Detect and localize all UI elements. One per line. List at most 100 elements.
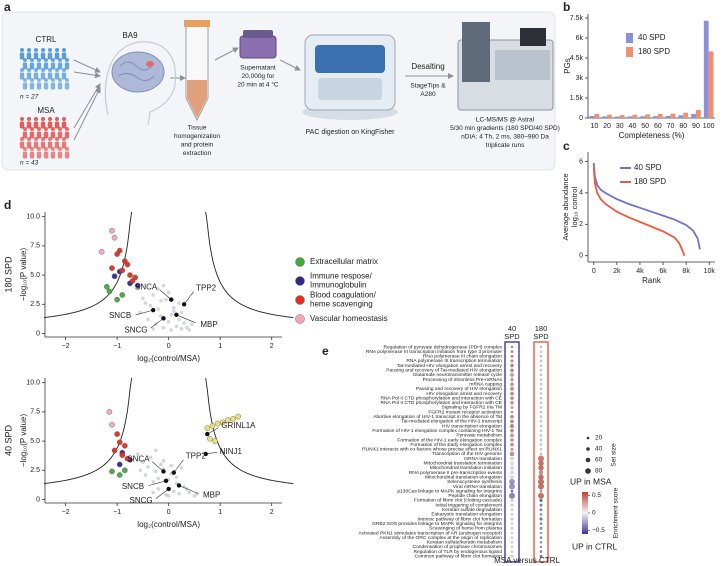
bar xyxy=(653,116,658,118)
dot xyxy=(539,410,543,414)
x-axis-label: log₂(control/MSA) xyxy=(137,354,200,363)
dot xyxy=(510,531,514,535)
bar xyxy=(703,20,709,119)
point xyxy=(143,301,148,305)
y-axis-label: −log₁₀(P value) xyxy=(19,248,28,302)
annotation: SNCG xyxy=(124,325,147,334)
dot xyxy=(510,359,514,363)
person-icon xyxy=(54,52,60,60)
annotated-point xyxy=(176,483,182,488)
annotation: SNCA xyxy=(127,455,150,464)
person-icon xyxy=(23,127,27,131)
annotation-leader xyxy=(173,459,184,473)
size-legend-dot xyxy=(585,457,591,463)
x-tick-label: 100 xyxy=(703,123,715,130)
legend-swatch xyxy=(295,276,305,286)
point xyxy=(153,448,158,453)
term-label: Tat-mediated elongation of the HIV-1 tra… xyxy=(401,419,502,425)
legend-label: Extracellular matrix xyxy=(310,257,378,266)
y-tick-label: 7.5k xyxy=(570,15,584,22)
person-icon xyxy=(27,117,31,121)
person-icon xyxy=(22,151,28,159)
dot xyxy=(510,471,514,474)
person-icon xyxy=(37,147,41,151)
annotation: SNCG xyxy=(130,496,153,505)
bar xyxy=(665,115,671,118)
term-label: RNA polymerase III transcription termina… xyxy=(406,358,502,364)
tube-illustration xyxy=(184,20,210,122)
person-icon xyxy=(41,48,45,52)
y-tick-label: 7.5 xyxy=(30,243,40,250)
x-axis-label: Completeness (%) xyxy=(619,131,685,140)
person-icon xyxy=(47,72,53,80)
person-icon xyxy=(64,131,70,139)
legend-swatch xyxy=(295,314,305,324)
bar xyxy=(683,112,689,118)
point xyxy=(119,292,126,298)
person-icon xyxy=(37,78,41,82)
dot xyxy=(510,363,514,368)
bar xyxy=(691,114,696,118)
term-label: Condensation of prophase chromosomes xyxy=(413,544,503,550)
dot xyxy=(539,355,543,358)
annotated-point xyxy=(171,470,177,475)
point xyxy=(169,463,174,468)
kingfisher-illustration xyxy=(302,34,398,120)
term-label: Mitochondrial translation initiation xyxy=(430,465,503,471)
term-label: p130Cas linkage to MAPK signaling for in… xyxy=(397,488,502,494)
point xyxy=(159,462,163,467)
y-tick-label: 2.5 xyxy=(30,467,40,474)
person-icon xyxy=(55,117,59,121)
point xyxy=(156,307,161,311)
annotation: SNCB xyxy=(109,311,131,320)
panel-label: a xyxy=(4,0,11,14)
term-label: Mitochondrial translation elongation xyxy=(425,474,502,480)
dot xyxy=(539,359,543,363)
annotated-point xyxy=(161,469,166,474)
x-tick-label: 90 xyxy=(692,123,700,130)
significance-curve xyxy=(43,211,133,319)
annotation: MBP xyxy=(200,320,217,329)
x-tick-label: 70 xyxy=(667,123,675,130)
x-tick-label: 10 xyxy=(590,123,598,130)
point xyxy=(151,490,155,495)
size-legend-label: 80 xyxy=(595,468,603,475)
dot xyxy=(539,517,543,521)
group-n: n = 43 xyxy=(20,160,39,167)
annotated-point xyxy=(166,486,171,492)
person-icon xyxy=(27,137,31,141)
point xyxy=(124,455,131,462)
annotation-leader xyxy=(155,488,169,499)
person-icon xyxy=(19,121,25,129)
x-tick-label: 20 xyxy=(603,123,611,130)
dot xyxy=(510,541,514,544)
size-legend-dot xyxy=(585,468,591,474)
person-icon xyxy=(30,78,34,82)
person-icon xyxy=(58,78,62,82)
point xyxy=(214,420,221,427)
dot xyxy=(539,424,543,428)
dot xyxy=(539,550,543,553)
annotation-leader xyxy=(176,314,196,324)
term-label: Activated PKN1 stimulates transcription … xyxy=(358,530,502,536)
step-text: Supernatant xyxy=(240,65,276,72)
point xyxy=(114,296,120,303)
term-label: RNA polymerase III chain elongation xyxy=(423,354,502,360)
dot xyxy=(510,415,514,419)
annotation-leader xyxy=(135,309,154,316)
term-label: mRNA translation xyxy=(464,456,502,462)
point xyxy=(172,309,176,314)
term-label: HIV elongation arrest and recovery xyxy=(426,391,502,397)
step-text: Tissue xyxy=(188,125,207,132)
bar xyxy=(632,114,638,118)
point xyxy=(146,464,150,469)
person-icon xyxy=(65,78,69,82)
bar xyxy=(619,115,625,118)
point xyxy=(134,282,141,289)
annotation: MBP xyxy=(203,491,220,500)
legend-swatch xyxy=(626,47,633,57)
step-text: nDIA: 4 Th, 2 ms, 380–980 Da xyxy=(461,134,549,141)
point xyxy=(207,435,213,442)
legend-label: Blood coagulation/heme scavenging xyxy=(310,291,377,309)
